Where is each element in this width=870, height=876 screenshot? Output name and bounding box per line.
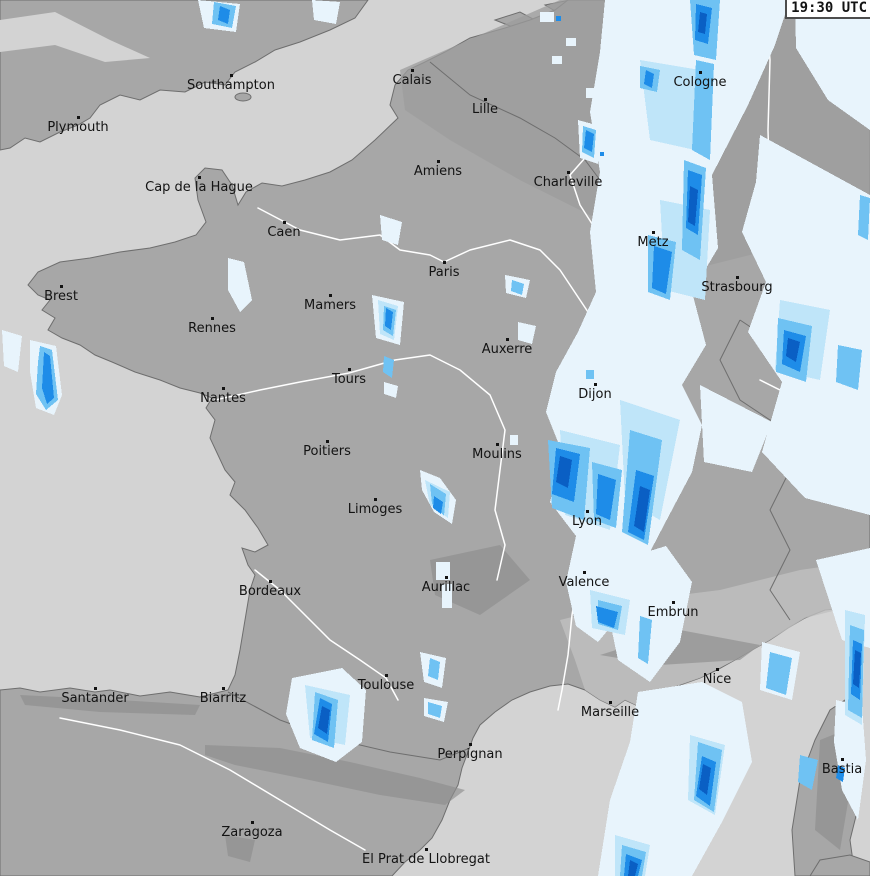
- spain-france-border: [227, 691, 471, 761]
- city-dot: [445, 576, 448, 579]
- city-label: Southampton: [187, 78, 275, 93]
- city-label: Moulins: [472, 447, 522, 462]
- city-label: Rennes: [188, 321, 236, 336]
- city-dot: [198, 176, 201, 179]
- city-label: Dijon: [578, 387, 612, 402]
- seine-river: [257, 207, 606, 361]
- city-label: Cologne: [673, 75, 727, 90]
- city-dot: [736, 276, 739, 279]
- city-label: Santander: [61, 691, 129, 706]
- city-dot: [506, 338, 509, 341]
- city-label: Poitiers: [303, 444, 351, 459]
- ebro-river: [59, 717, 366, 851]
- city-dot: [425, 848, 428, 851]
- city-dot: [484, 98, 487, 101]
- bristol-channel: [0, 12, 150, 62]
- city-label: Strasbourg: [701, 280, 773, 295]
- loire-river: [214, 354, 506, 581]
- city-label: Cap de la Hague: [145, 180, 253, 195]
- city-label: El Prat de Llobregat: [362, 852, 490, 867]
- city-dot: [269, 580, 272, 583]
- city-dot: [583, 571, 586, 574]
- city-label: Plymouth: [47, 120, 109, 135]
- city-dot: [586, 510, 589, 513]
- city-label: Calais: [392, 73, 432, 88]
- city-label: Bordeaux: [238, 584, 302, 599]
- city-dot: [496, 443, 499, 446]
- city-label: Toulouse: [357, 678, 415, 693]
- massif-central-terrain: [430, 545, 530, 615]
- city-label: Metz: [637, 235, 669, 250]
- city-dot: [385, 674, 388, 677]
- city-dot: [222, 687, 225, 690]
- city-label: Zaragoza: [221, 825, 283, 840]
- city-label: Tours: [331, 372, 367, 387]
- city-label: Mamers: [304, 298, 356, 313]
- city-label: Lille: [471, 102, 499, 117]
- garonne-river: [254, 569, 399, 701]
- city-label: Amiens: [413, 164, 463, 179]
- city-label: Limoges: [347, 502, 403, 517]
- city-dot: [60, 285, 63, 288]
- city-label: Aurillac: [421, 580, 471, 595]
- city-dot: [348, 368, 351, 371]
- timestamp-badge: 19:30 UTC: [785, 0, 870, 19]
- city-dot: [411, 69, 414, 72]
- city-label: Perpignan: [437, 747, 503, 762]
- city-label: Valence: [558, 575, 610, 590]
- city-dot: [469, 743, 472, 746]
- sardinia-tip: [809, 854, 870, 876]
- city-dot: [841, 758, 844, 761]
- city-dot: [443, 261, 446, 264]
- city-label: Brest: [44, 289, 78, 304]
- city-dot: [437, 160, 440, 163]
- city-label: Nantes: [200, 391, 246, 406]
- city-dot: [326, 440, 329, 443]
- city-dot: [77, 116, 80, 119]
- city-dot: [374, 498, 377, 501]
- isle-of-wight: [234, 92, 252, 102]
- city-label: Biarritz: [199, 691, 247, 706]
- city-dot: [672, 601, 675, 604]
- city-dot: [251, 821, 254, 824]
- city-dot: [699, 71, 702, 74]
- city-dot: [283, 221, 286, 224]
- city-dot: [94, 687, 97, 690]
- city-dot: [329, 294, 332, 297]
- city-dot: [211, 317, 214, 320]
- city-label: Caen: [267, 225, 301, 240]
- city-dot: [567, 171, 570, 174]
- city-dot: [652, 231, 655, 234]
- city-dot: [230, 74, 233, 77]
- city-dot: [222, 387, 225, 390]
- city-label: Marseille: [580, 705, 640, 720]
- city-dot: [716, 668, 719, 671]
- city-label: Lyon: [572, 514, 602, 529]
- city-dot: [594, 383, 597, 386]
- zaragoza-terrain: [225, 835, 255, 862]
- city-label: Bastia: [821, 762, 863, 777]
- cantabrian-terrain: [20, 695, 200, 715]
- city-label: Embrun: [647, 605, 699, 620]
- city-label: Nice: [702, 672, 732, 687]
- city-label: Paris: [428, 265, 460, 280]
- city-label: Charleville: [533, 175, 603, 190]
- pyrenees-terrain: [205, 745, 465, 805]
- city-label: Auxerre: [481, 342, 533, 357]
- city-dot: [609, 701, 612, 704]
